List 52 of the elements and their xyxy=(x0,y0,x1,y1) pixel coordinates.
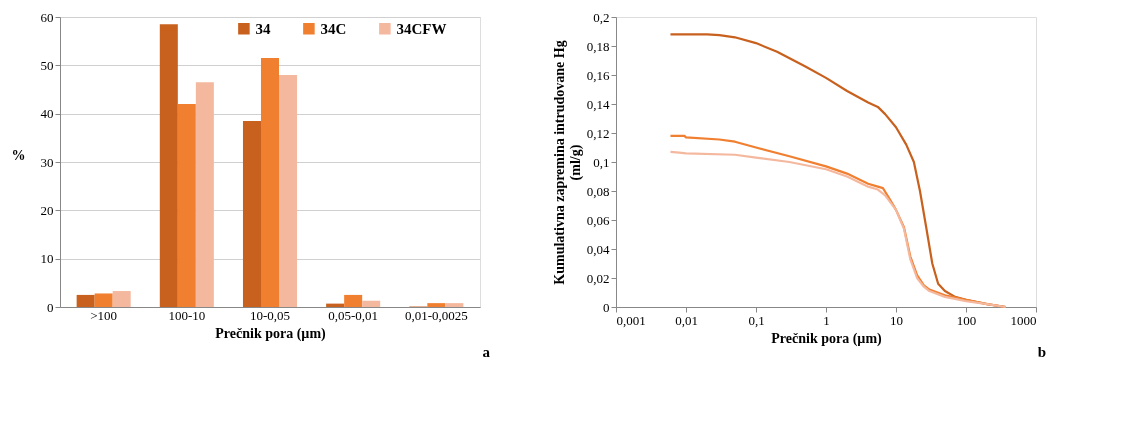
bar xyxy=(159,24,178,307)
y-tick-label: 0 xyxy=(603,299,610,315)
bar xyxy=(260,58,280,307)
y-tick-label: 0,12 xyxy=(586,125,610,141)
legend-label: 34CFW xyxy=(396,20,447,37)
y-tick-label: 0,2 xyxy=(593,9,610,25)
y-tick-label: 0,08 xyxy=(586,183,610,199)
y-tick-label: 0,14 xyxy=(586,96,610,112)
legend-label: 34C xyxy=(320,20,347,37)
x-axis-title: Prečnik pora (µm) xyxy=(771,330,883,347)
y-axis-title: Kumulativna zapremina intrudovane Hg (ml/g) xyxy=(551,40,584,285)
x-tick-label: 1000 xyxy=(1010,312,1037,328)
bar xyxy=(177,104,196,307)
bar xyxy=(76,294,95,307)
y-tick-label: 50 xyxy=(40,57,54,73)
x-tick-label: 1 xyxy=(823,312,830,328)
x-tick-label: 100 xyxy=(956,312,977,328)
bar xyxy=(427,303,446,307)
x-tick-label: 0,01-0,0025 xyxy=(404,307,468,323)
y-tick-label: 0,16 xyxy=(586,67,610,83)
bar xyxy=(362,300,381,307)
x-tick-label: 0,01 xyxy=(675,312,698,328)
x-tick-label: 0,05-0,01 xyxy=(328,307,379,323)
y-tick-label: 40 xyxy=(40,106,54,122)
x-tick-label: >100 xyxy=(90,307,118,323)
x-tick-label: 10-0,05 xyxy=(249,307,291,323)
bar xyxy=(112,291,131,307)
text: b xyxy=(1037,344,1046,360)
y-tick-label: 0,02 xyxy=(586,270,610,286)
y-tick-label: 0 xyxy=(47,299,54,315)
y-tick-label: 20 xyxy=(40,202,54,218)
bar xyxy=(94,293,113,307)
y-tick-label: 0,06 xyxy=(586,212,610,228)
x-tick-label: 0,001 xyxy=(616,312,646,328)
y-tick-label: 0,18 xyxy=(586,38,610,54)
y-tick-label: 0,04 xyxy=(586,241,610,257)
y-axis-title: % xyxy=(11,147,26,163)
x-tick-label: 100-10 xyxy=(168,307,206,323)
bar xyxy=(344,294,363,307)
y-tick-label: 10 xyxy=(40,251,54,267)
text: a xyxy=(482,344,491,360)
x-tick-label: 10 xyxy=(890,312,903,328)
bar xyxy=(195,82,214,307)
y-tick-label: 60 xyxy=(40,9,54,25)
bar xyxy=(445,303,464,307)
bar xyxy=(242,120,261,307)
x-axis-title: Prečnik pora (µm) xyxy=(215,325,327,342)
legend-label: 34 xyxy=(255,20,271,37)
x-tick-label: 0,1 xyxy=(748,312,765,328)
bar xyxy=(279,75,298,307)
y-tick-label: 0,1 xyxy=(593,154,610,170)
y-tick-label: 30 xyxy=(40,154,54,170)
